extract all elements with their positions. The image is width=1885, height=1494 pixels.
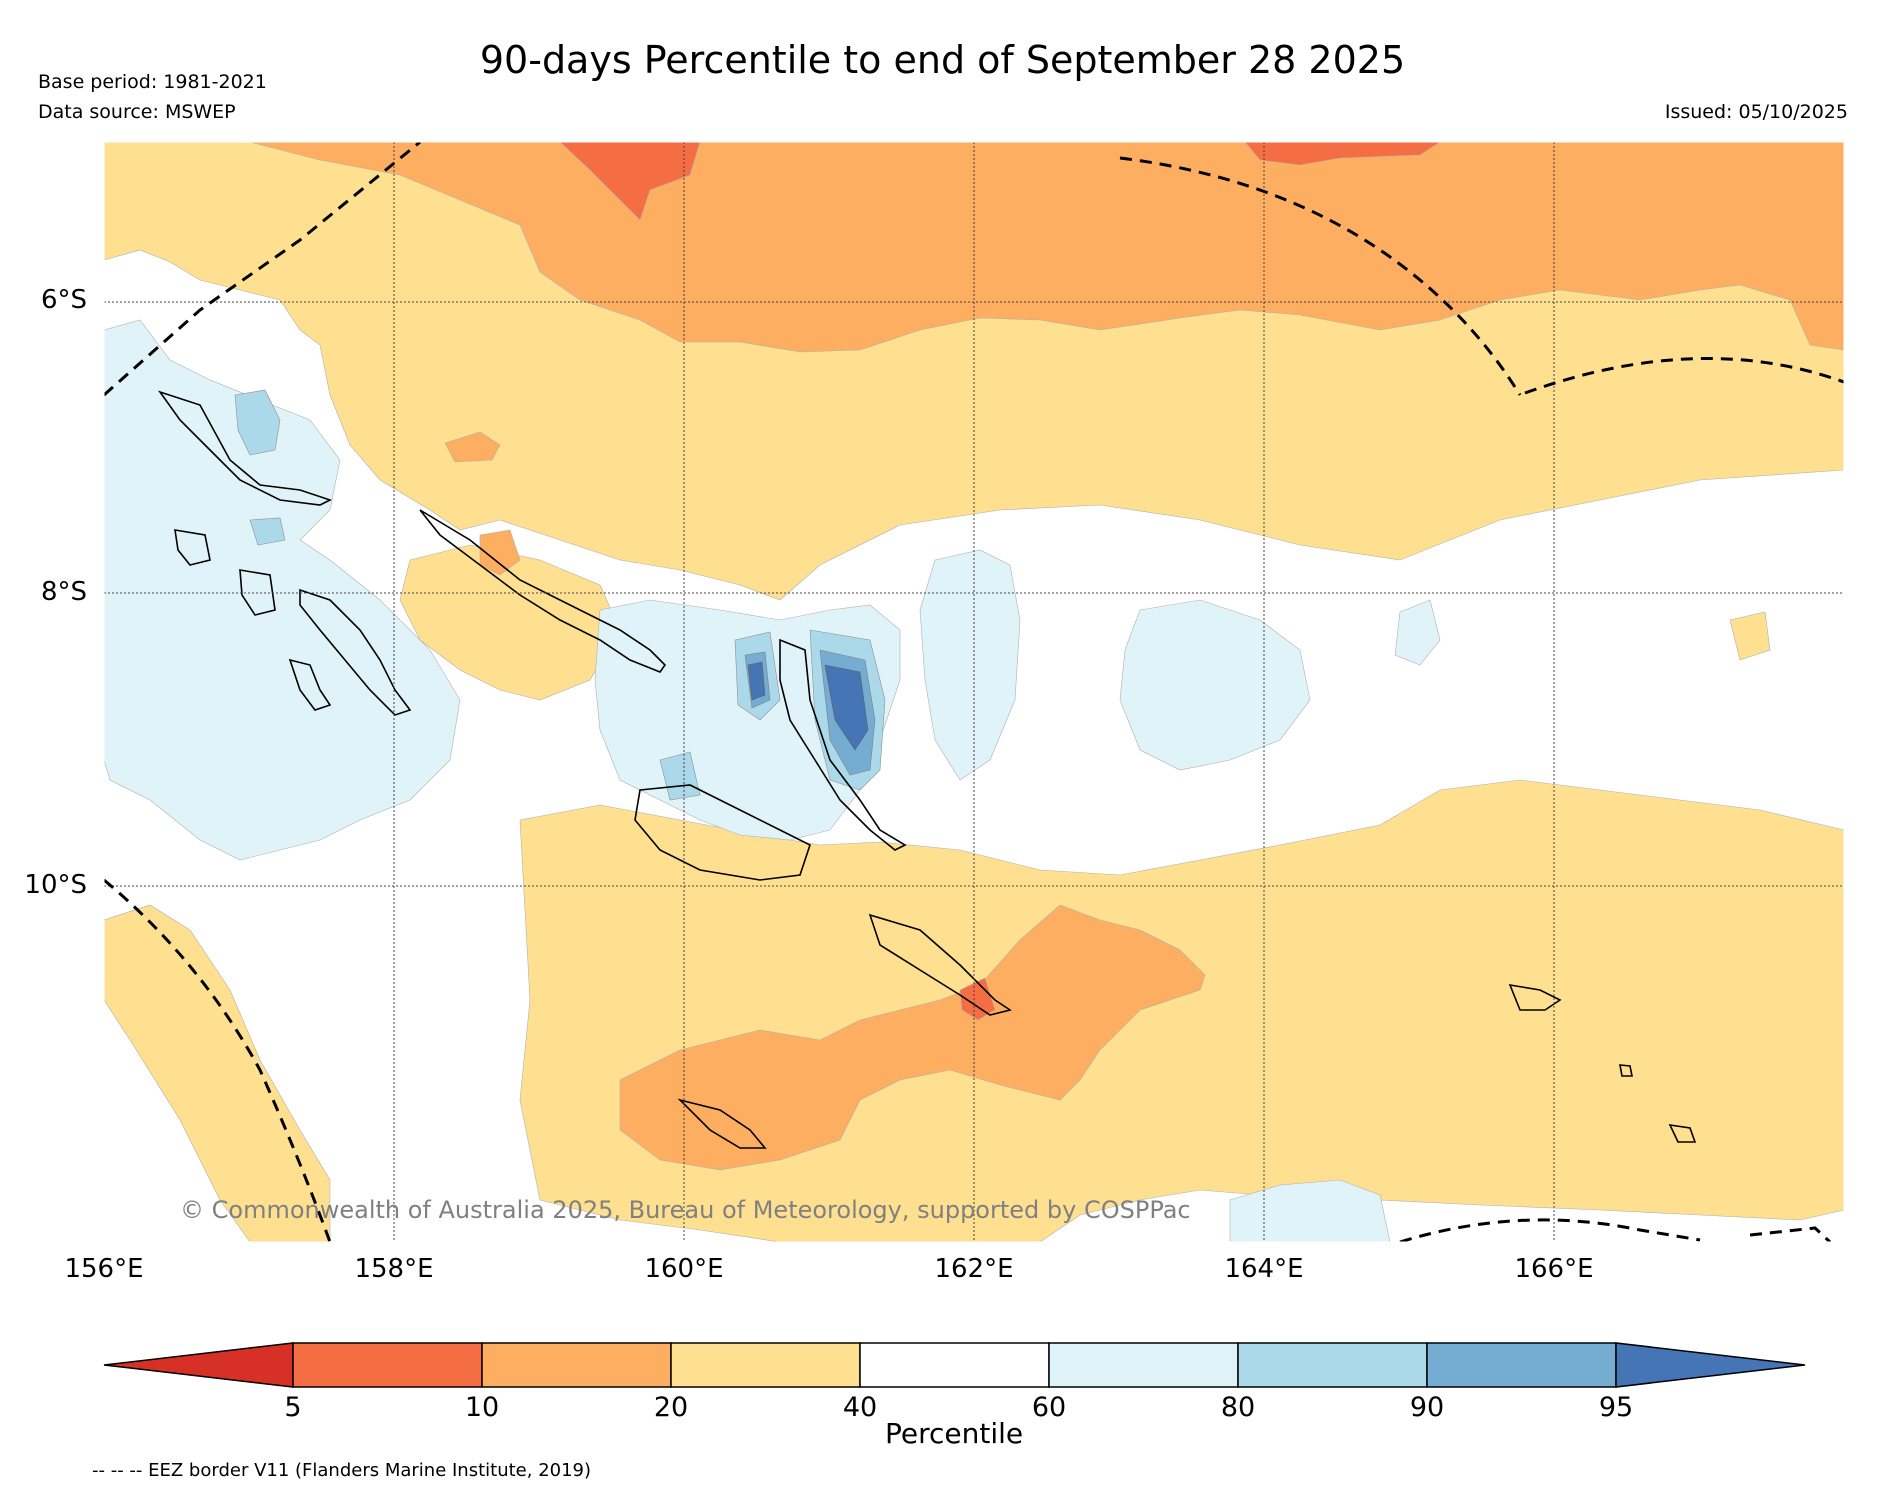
field-10-20-small-2: [479, 529, 521, 576]
colorbar-tick-40: 40: [842, 1392, 878, 1423]
colorbar-tick-10: 10: [464, 1392, 500, 1423]
graticule: [104, 142, 1844, 1242]
lat-label-10s: 10°S: [24, 870, 87, 900]
lon-label-158e: 158°E: [354, 1254, 434, 1284]
field-20-40-southwest: [104, 904, 331, 1242]
colorbar-bin-60-80: [1048, 1342, 1239, 1388]
colorbar-bin-20-40: [670, 1342, 861, 1388]
lat-label-8s: 8°S: [40, 577, 87, 607]
lon-label-156e: 156°E: [64, 1254, 144, 1284]
colorbar-extend-low: [103, 1342, 294, 1388]
colorbar-tick-20: 20: [653, 1392, 689, 1423]
field-60-80-far-east: [1394, 599, 1441, 666]
map-plot-area: [104, 142, 1844, 1242]
colorbar-bin-90-95: [1426, 1342, 1617, 1388]
colorbar-label: Percentile: [885, 1417, 1024, 1450]
colorbar-tick-90: 90: [1409, 1392, 1445, 1423]
field-10-20-south-central: [619, 904, 1206, 1171]
lon-label-160e: 160°E: [644, 1254, 724, 1284]
field-5-10-north-1: [559, 142, 701, 221]
colorbar-tick-5: 5: [284, 1392, 302, 1423]
colorbar-bin-10-20: [481, 1342, 672, 1388]
eez-borders: [104, 142, 1844, 1242]
field-10-20-small-1: [444, 431, 501, 463]
copyright-notice: © Commonwealth of Australia 2025, Bureau…: [180, 1196, 1191, 1224]
field-20-40-east-patch: [1729, 611, 1771, 661]
colorbar-tick-80: 80: [1220, 1392, 1256, 1423]
lat-label-6s: 6°S: [40, 285, 87, 315]
lon-label-166e: 166°E: [1514, 1254, 1594, 1284]
field-20-40-west-islands: [399, 544, 621, 701]
colorbar-bin-40-60: [859, 1342, 1050, 1388]
field-80-90-west-2: [249, 517, 286, 546]
lon-label-164e: 164°E: [1224, 1254, 1304, 1284]
field-20-40-south: [519, 779, 1844, 1242]
issued-date: Issued: 05/10/2025: [1664, 101, 1848, 123]
field-80-90-west-1: [234, 389, 281, 456]
colorbar-bin-5-10: [292, 1342, 483, 1388]
field-5-10-north-2: [1244, 142, 1441, 166]
coastlines: [157, 390, 1697, 1149]
field-60-80-southeast: [1229, 1179, 1391, 1242]
colorbar-extend-high: [1615, 1342, 1806, 1388]
map-frame: [103, 141, 1845, 1243]
field-above-95-central: [747, 661, 869, 751]
colorbar-tick-95: 95: [1598, 1392, 1634, 1423]
eez-legend-note: -- -- -- EEZ border V11 (Flanders Marine…: [92, 1460, 592, 1481]
field-60-80-east: [1119, 599, 1311, 771]
lon-label-162e: 162°E: [934, 1254, 1014, 1284]
map-title: 90-days Percentile to end of September 2…: [479, 38, 1406, 82]
colorbar-tick-60: 60: [1031, 1392, 1067, 1423]
field-60-80-mid: [919, 549, 1021, 781]
field-5-10-south-1: [959, 977, 996, 1021]
base-period: Base period: 1981-2021: [38, 71, 267, 93]
colorbar: [103, 1342, 1806, 1388]
data-source: Data source: MSWEP: [38, 101, 236, 123]
colorbar-bin-80-90: [1237, 1342, 1428, 1388]
